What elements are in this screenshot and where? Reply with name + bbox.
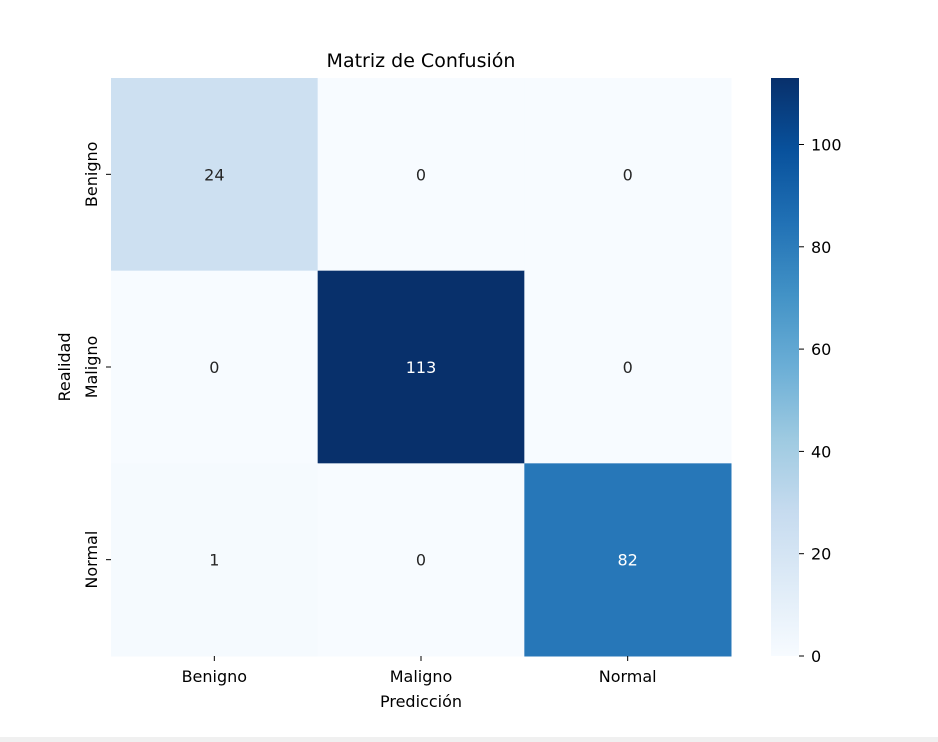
cell-value-label: 0 bbox=[623, 165, 633, 184]
y-tick-label: Benigno bbox=[82, 142, 101, 208]
y-tick-label: Maligno bbox=[82, 336, 101, 399]
heatmap-cells bbox=[111, 78, 732, 657]
heatmap-cell bbox=[524, 463, 732, 657]
heatmap-cell bbox=[317, 463, 525, 657]
y-axis-label: Realidad bbox=[55, 332, 74, 401]
colorbar-tick-label: 60 bbox=[811, 340, 831, 359]
cell-value-label: 82 bbox=[617, 551, 637, 570]
heatmap-cell bbox=[111, 270, 319, 464]
cell-value-label: 0 bbox=[416, 165, 426, 184]
colorbar-tick-label: 40 bbox=[811, 442, 831, 461]
colorbar-tick-label: 80 bbox=[811, 238, 831, 257]
cell-value-label: 24 bbox=[204, 165, 224, 184]
chart-title: Matriz de Confusión bbox=[327, 50, 516, 72]
heatmap-cell bbox=[524, 78, 732, 272]
x-tick-label: Benigno bbox=[182, 667, 248, 686]
heatmap-cell bbox=[317, 78, 525, 272]
colorbar-ticks: 0 20 40 60 80 100 bbox=[799, 135, 842, 666]
colorbar-tick-label: 0 bbox=[811, 647, 821, 666]
x-tick-label: Maligno bbox=[390, 667, 453, 686]
heatmap-cell bbox=[524, 270, 732, 464]
y-axis: Benigno Maligno Normal bbox=[82, 142, 111, 589]
cell-value-label: 0 bbox=[416, 551, 426, 570]
x-axis: Benigno Maligno Normal bbox=[182, 656, 657, 686]
heatmap-cell bbox=[111, 463, 319, 657]
cell-value-label: 113 bbox=[406, 358, 437, 377]
cell-value-label: 1 bbox=[209, 551, 219, 570]
x-axis-label: Predicción bbox=[380, 692, 462, 711]
colorbar-tick-label: 100 bbox=[811, 135, 842, 154]
colorbar-tick-label: 20 bbox=[811, 545, 831, 564]
cell-annotations: 24 0 0 0 113 0 1 0 82 bbox=[204, 165, 638, 569]
colorbar bbox=[771, 78, 799, 656]
heatmap-cell bbox=[111, 78, 319, 272]
cell-value-label: 0 bbox=[209, 358, 219, 377]
cell-value-label: 0 bbox=[623, 358, 633, 377]
heatmap-cell bbox=[317, 270, 525, 464]
x-tick-label: Normal bbox=[599, 667, 657, 686]
y-tick-label: Normal bbox=[82, 531, 101, 589]
